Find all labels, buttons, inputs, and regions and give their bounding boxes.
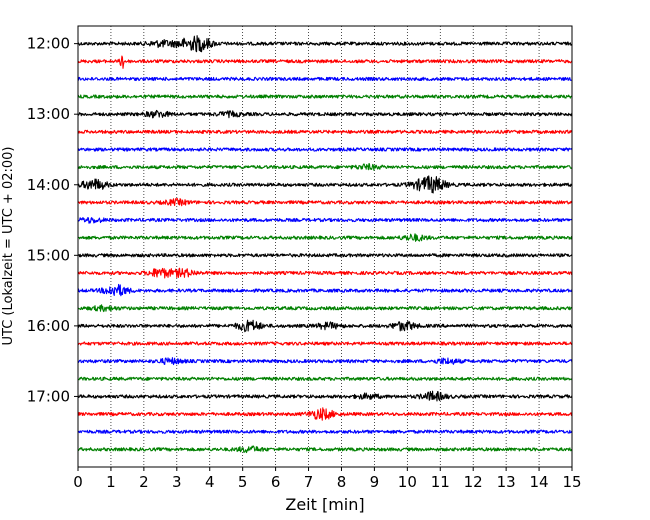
seismic-trace <box>77 94 573 99</box>
seismic-trace <box>77 341 573 346</box>
seismic-trace <box>77 216 573 224</box>
x-tick-label: 9 <box>370 473 380 491</box>
x-tick-label: 10 <box>398 473 417 491</box>
seismic-trace <box>77 283 573 297</box>
x-tick-label: 11 <box>431 473 450 491</box>
x-grid <box>110 26 540 467</box>
seismic-trace <box>77 198 573 207</box>
x-tick-label: 13 <box>497 473 516 491</box>
x-tick-label: 3 <box>172 473 182 491</box>
y-tick-label: 13:00 <box>27 105 70 123</box>
seismic-trace <box>77 304 573 313</box>
seismic-trace <box>77 147 573 152</box>
trace-group <box>77 35 573 454</box>
seismic-trace <box>77 76 573 82</box>
y-axis: 12:00 13:00 14:00 15:00 16:00 17:00 <box>27 35 78 405</box>
seismic-trace <box>77 407 573 421</box>
x-tick-label: 15 <box>562 473 581 491</box>
y-tick-label: 16:00 <box>27 317 70 335</box>
x-tick-label: 4 <box>205 473 215 491</box>
x-tick-label: 5 <box>238 473 248 491</box>
seismic-trace <box>77 445 573 454</box>
seismic-trace <box>77 233 573 242</box>
x-tick-label: 8 <box>337 473 347 491</box>
x-tick-label: 7 <box>304 473 314 491</box>
y-tick-label: 12:00 <box>27 35 70 53</box>
y-tick-label: 14:00 <box>27 176 70 194</box>
seismic-trace <box>77 429 573 434</box>
seismic-trace <box>77 163 573 171</box>
y-axis-label: UTC (Lokalzeit = UTC + 02:00) <box>1 147 16 346</box>
seismic-trace <box>77 376 573 381</box>
x-tick-label: 2 <box>139 473 149 491</box>
seismic-trace <box>77 129 573 134</box>
plot-frame <box>77 25 573 468</box>
x-tick-label: 0 <box>73 473 83 491</box>
x-tick-label: 14 <box>530 473 549 491</box>
seismic-trace <box>77 267 573 279</box>
seismic-trace <box>77 357 573 366</box>
seismic-trace <box>77 109 573 119</box>
seismic-trace <box>77 55 573 69</box>
y-tick-label: 15:00 <box>27 246 70 264</box>
seismic-trace <box>77 175 573 194</box>
x-axis: 0 1 2 3 4 5 6 7 8 9 10 11 12 13 14 15 <box>73 467 582 491</box>
x-tick-label: 1 <box>106 473 116 491</box>
x-tick-label: 12 <box>464 473 483 491</box>
y-tick-label: 17:00 <box>27 387 70 405</box>
seismic-trace <box>77 253 573 258</box>
seismic-trace <box>77 35 573 53</box>
seismic-trace <box>77 390 573 402</box>
x-axis-label: Zeit [min] <box>285 495 364 514</box>
seismic-trace <box>77 319 573 333</box>
x-tick-label: 6 <box>271 473 281 491</box>
